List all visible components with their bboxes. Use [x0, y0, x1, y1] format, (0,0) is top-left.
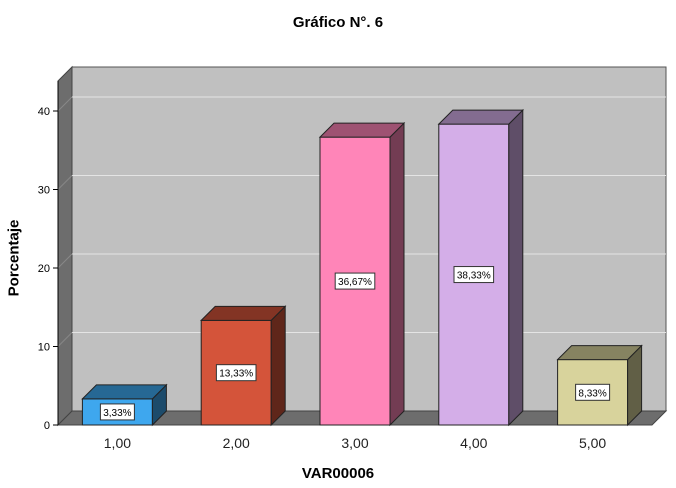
- x-tick-label: 3,00: [341, 435, 368, 451]
- y-tick-label: 0: [44, 420, 50, 432]
- data-label-box: [453, 266, 495, 284]
- bar-top: [556, 345, 643, 361]
- data-label-box: [575, 383, 611, 401]
- y-tick-label: 40: [38, 106, 50, 118]
- x-axis-label: VAR00006: [301, 465, 375, 482]
- gridline-side: [57, 175, 73, 190]
- bar: 8,33%: [556, 344, 643, 427]
- bar: 3,33%: [81, 383, 168, 427]
- data-label-box: [215, 364, 257, 382]
- data-label-box: [334, 272, 376, 290]
- chart-title: Gráfico N°. 6: [292, 14, 384, 31]
- gridline-side: [57, 96, 73, 112]
- bar: 36,67%: [318, 121, 406, 427]
- y-ticks: 0 10 20 30 40: [38, 81, 59, 432]
- x-tick-label: 5,00: [579, 435, 606, 451]
- bar: 13,33%: [199, 305, 287, 427]
- bar-side: [270, 305, 286, 427]
- x-tick-label: 4,00: [460, 435, 487, 451]
- bar-side: [389, 121, 405, 427]
- plot-left-wall: [57, 65, 73, 427]
- data-label: 36,67%: [338, 277, 372, 288]
- data-label-box: [99, 403, 135, 421]
- x-ticks: 1,00 2,00 3,00 4,00 5,00: [104, 435, 607, 451]
- data-label: 3,33%: [103, 408, 131, 419]
- y-tick-label: 30: [38, 185, 50, 197]
- x-tick-label: 2,00: [223, 435, 250, 451]
- bars: 3,33% 13,33% 36,67% 38,33% 8,33%: [81, 108, 643, 427]
- bar-top: [81, 384, 168, 400]
- data-label: 13,33%: [219, 369, 253, 380]
- y-tick-label: 10: [38, 342, 50, 354]
- y-tick-label: 20: [38, 263, 50, 275]
- bar-top: [318, 122, 406, 138]
- data-label: 8,33%: [578, 388, 606, 399]
- bar-top: [437, 109, 525, 125]
- gridline-side: [57, 253, 73, 269]
- bar: 38,33%: [437, 108, 525, 427]
- bar-side: [508, 108, 524, 427]
- data-label: 38,33%: [457, 271, 491, 282]
- x-tick-label: 1,00: [104, 435, 131, 451]
- bar-top: [199, 305, 287, 321]
- gridline-side: [57, 332, 73, 347]
